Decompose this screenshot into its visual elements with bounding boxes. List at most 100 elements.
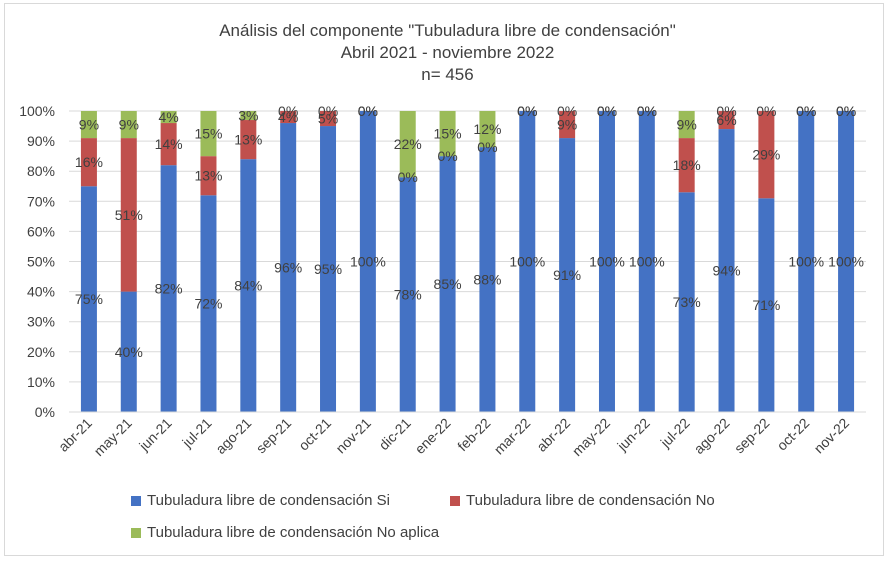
data-label: 0% bbox=[637, 103, 657, 119]
y-tick-label: 60% bbox=[27, 223, 55, 239]
x-tick-label: may-21 bbox=[91, 415, 135, 459]
bars bbox=[80, 111, 855, 413]
bar-segment-series-0-sep-21 bbox=[280, 123, 297, 412]
bar-segment-series-2-ago-21 bbox=[240, 111, 257, 121]
bar-segment-series-0-oct-22 bbox=[798, 111, 815, 412]
bar-segment-series-1-sep-21 bbox=[280, 111, 297, 124]
data-label: 3% bbox=[238, 108, 258, 124]
data-label: 9% bbox=[557, 117, 577, 133]
y-tick-label: 90% bbox=[27, 133, 55, 149]
bar-segment-series-0-ene-22 bbox=[439, 156, 456, 412]
data-label: 100% bbox=[629, 254, 665, 270]
bar-segment-series-2-ene-22 bbox=[439, 111, 456, 157]
bar-segment-series-1-sep-22 bbox=[758, 111, 775, 199]
y-tick-label: 50% bbox=[27, 254, 55, 270]
x-tick-label: mar-22 bbox=[491, 415, 534, 458]
x-tick-label: nov-21 bbox=[332, 415, 374, 457]
data-label: 14% bbox=[155, 136, 183, 152]
data-label: 0% bbox=[756, 103, 776, 119]
data-label: 0% bbox=[557, 103, 577, 119]
data-label: 100% bbox=[788, 254, 824, 270]
bar-segment-series-0-feb-22 bbox=[479, 147, 496, 412]
data-label: 12% bbox=[473, 121, 501, 137]
data-label: 18% bbox=[673, 157, 701, 173]
data-label: 100% bbox=[350, 254, 386, 270]
data-label: 84% bbox=[234, 278, 262, 294]
x-tick-label: abr-21 bbox=[55, 415, 95, 455]
data-label: 100% bbox=[509, 254, 545, 270]
data-label: 0% bbox=[836, 103, 856, 119]
data-label: 0% bbox=[517, 103, 537, 119]
data-label: 72% bbox=[194, 296, 222, 312]
bar-segment-series-0-ago-21 bbox=[240, 159, 257, 412]
data-label: 100% bbox=[828, 254, 864, 270]
data-label: 96% bbox=[274, 260, 302, 276]
data-label: 9% bbox=[79, 117, 99, 133]
data-label: 0% bbox=[597, 103, 617, 119]
data-label: 22% bbox=[394, 136, 422, 152]
chart-title-line-1: Análisis del componente "Tubuladura libr… bbox=[219, 21, 676, 40]
x-tick-label: nov-22 bbox=[811, 415, 853, 457]
x-tick-label: dic-21 bbox=[376, 415, 414, 453]
data-label: 0% bbox=[716, 103, 736, 119]
data-label: 15% bbox=[194, 126, 222, 142]
bar-segment-series-2-jun-21 bbox=[160, 111, 177, 124]
data-label: 4% bbox=[278, 109, 298, 125]
bar-segment-series-2-jul-22 bbox=[678, 111, 695, 139]
bar-segment-series-0-dic-21 bbox=[399, 177, 416, 412]
data-label: 15% bbox=[434, 126, 462, 142]
data-label: 91% bbox=[553, 267, 581, 283]
x-tick-label: ago-22 bbox=[691, 415, 733, 457]
x-tick-label: oct-21 bbox=[295, 415, 334, 454]
data-label: 100% bbox=[589, 254, 625, 270]
x-tick-label: feb-22 bbox=[454, 415, 494, 455]
data-label: 0% bbox=[796, 103, 816, 119]
y-tick-label: 30% bbox=[27, 314, 55, 330]
legend-item-si: Tubuladura libre de condensación Si bbox=[131, 492, 390, 509]
y-tick-label: 0% bbox=[35, 404, 55, 420]
data-label: 9% bbox=[677, 117, 697, 133]
bar-segment-series-1-may-21 bbox=[120, 138, 137, 292]
x-tick-label: sep-21 bbox=[253, 415, 295, 457]
data-label: 0% bbox=[597, 103, 617, 119]
bar-segment-series-0-abr-21 bbox=[80, 186, 97, 412]
x-tick-label: may-22 bbox=[569, 415, 613, 459]
bar-segment-series-0-oct-21 bbox=[320, 126, 337, 413]
bar-segment-series-2-may-21 bbox=[120, 111, 137, 139]
legend-label-no-aplica: Tubuladura libre de condensación No apli… bbox=[147, 524, 440, 541]
bar-segment-series-2-abr-21 bbox=[80, 111, 97, 139]
data-label: 85% bbox=[434, 276, 462, 292]
data-label: 6% bbox=[716, 112, 736, 128]
bar-segment-series-1-jul-22 bbox=[678, 138, 695, 193]
data-label: 40% bbox=[115, 344, 143, 360]
chart-title: Análisis del componente "Tubuladura libr… bbox=[0, 20, 895, 86]
data-label: 4% bbox=[159, 109, 179, 125]
data-label: 9% bbox=[119, 117, 139, 133]
data-label: 0% bbox=[318, 103, 338, 119]
bar-segment-series-1-jul-21 bbox=[200, 156, 217, 196]
data-label: 13% bbox=[194, 168, 222, 184]
bar-segment-series-1-ago-22 bbox=[718, 111, 735, 130]
data-label: 0% bbox=[278, 103, 298, 119]
data-label: 73% bbox=[673, 294, 701, 310]
bar-segment-series-0-abr-22 bbox=[559, 138, 576, 412]
data-label: 0% bbox=[796, 103, 816, 119]
bar-segment-series-2-jul-21 bbox=[200, 111, 217, 157]
gridlines bbox=[69, 110, 866, 383]
x-tick-label: jul-21 bbox=[178, 415, 214, 451]
bar-segment-series-1-ago-21 bbox=[240, 120, 257, 160]
data-label: 78% bbox=[394, 287, 422, 303]
data-label: 51% bbox=[115, 207, 143, 223]
bar-segment-series-1-abr-22 bbox=[559, 111, 576, 139]
data-label: 82% bbox=[155, 281, 183, 297]
data-label: 0% bbox=[398, 169, 418, 185]
x-tick-label: jun-22 bbox=[613, 415, 653, 455]
bar-segment-series-2-feb-22 bbox=[479, 111, 496, 148]
data-label: 29% bbox=[752, 147, 780, 163]
chart-title-line-3: n= 456 bbox=[421, 65, 474, 84]
bar-segment-series-1-oct-21 bbox=[320, 111, 337, 127]
y-tick-label: 10% bbox=[27, 374, 55, 390]
legend-label-no: Tubuladura libre de condensación No bbox=[466, 492, 715, 509]
data-label: 0% bbox=[437, 148, 457, 164]
bar-segment-series-0-jun-21 bbox=[160, 165, 177, 412]
